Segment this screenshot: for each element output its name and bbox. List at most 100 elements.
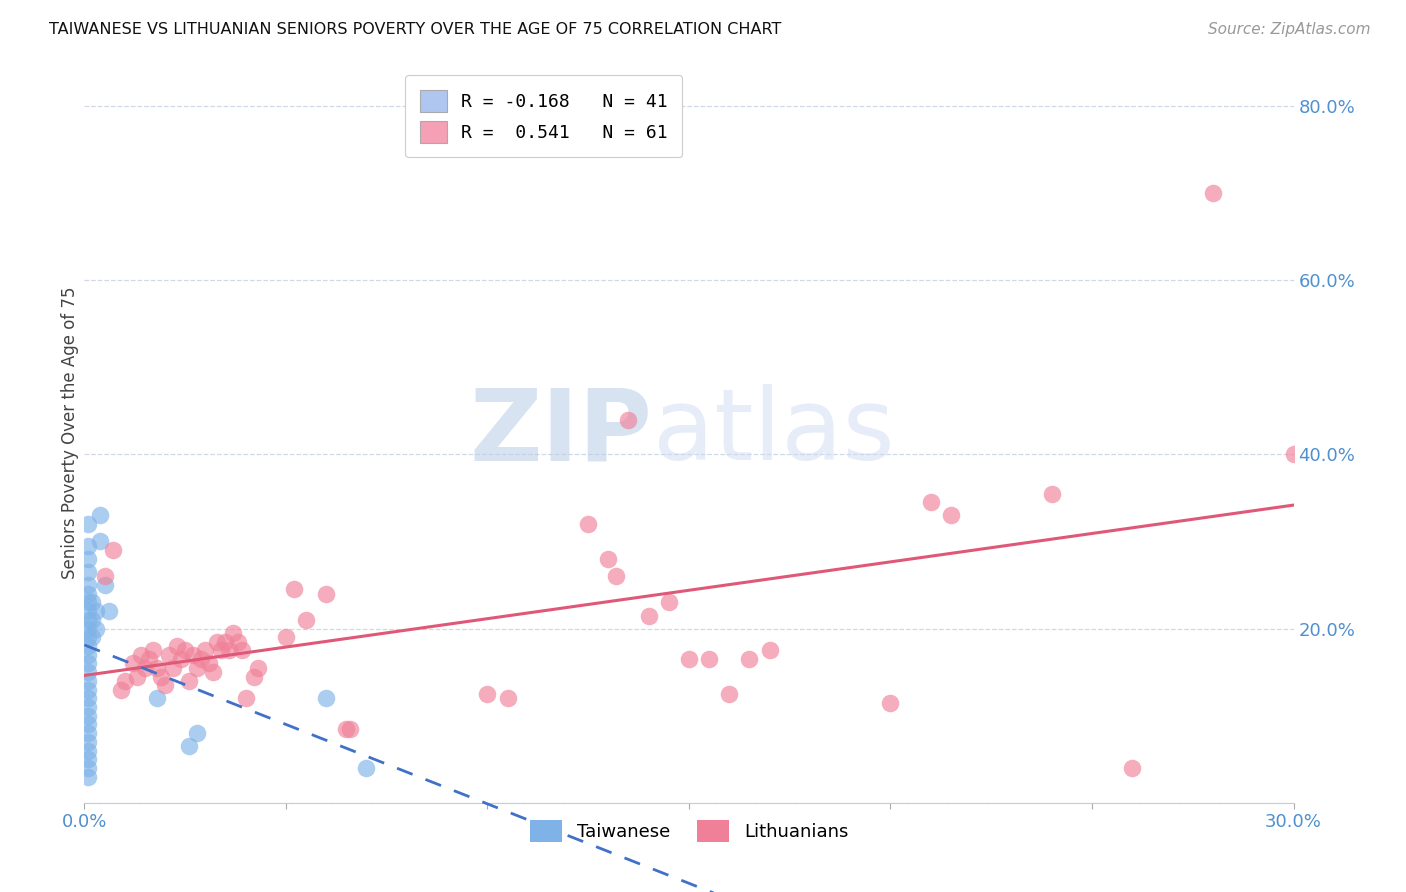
Point (496, 691, 519, 706)
Point (920, 495, 942, 509)
Point (82, 630, 104, 644)
Text: Source: ZipAtlas.com: Source: ZipAtlas.com (1208, 22, 1371, 37)
Point (125, 669, 148, 683)
Point (1040, 486, 1063, 500)
Point (246, 661, 269, 675)
Point (77, 717, 100, 731)
Point (97, 604, 120, 618)
Point (697, 652, 720, 666)
Point (77, 517, 100, 532)
Legend: Taiwanese, Lithuanians: Taiwanese, Lithuanians (523, 813, 855, 849)
Point (153, 678, 176, 692)
Point (77, 565, 100, 579)
Point (678, 652, 700, 666)
Point (146, 691, 169, 706)
Point (174, 643, 197, 657)
Point (1121, 761, 1143, 775)
Point (134, 661, 156, 675)
Point (214, 634, 236, 648)
Point (226, 634, 249, 648)
Point (77, 539, 100, 553)
Point (93, 569, 115, 583)
Point (339, 722, 361, 736)
Point (190, 652, 212, 666)
Point (576, 517, 599, 532)
Point (101, 543, 124, 558)
Point (77, 673, 100, 688)
Point (315, 691, 337, 706)
Point (77, 691, 100, 706)
Point (335, 722, 357, 736)
Point (209, 643, 232, 657)
Point (242, 669, 264, 683)
Point (939, 508, 962, 523)
Point (295, 613, 318, 627)
Point (77, 587, 100, 601)
Point (149, 669, 172, 683)
Point (138, 652, 160, 666)
Point (77, 648, 100, 662)
Point (82, 613, 104, 627)
Point (89, 534, 111, 549)
Point (235, 691, 257, 706)
Point (77, 622, 100, 636)
Point (146, 661, 169, 675)
Point (77, 761, 100, 775)
Point (356, 761, 378, 775)
Point (77, 708, 100, 723)
Point (114, 673, 136, 688)
Point (605, 569, 627, 583)
Point (110, 682, 132, 697)
Point (89, 508, 111, 523)
Point (198, 657, 221, 671)
Point (77, 770, 100, 784)
Point (758, 643, 780, 657)
Text: ZIP: ZIP (470, 384, 652, 481)
Point (218, 643, 240, 657)
Point (77, 595, 100, 609)
Point (617, 412, 640, 426)
Point (77, 752, 100, 766)
Point (1282, 447, 1305, 461)
Point (142, 643, 165, 657)
Point (179, 673, 201, 688)
Point (77, 657, 100, 671)
Point (879, 696, 901, 710)
Point (637, 608, 659, 623)
Point (129, 648, 152, 662)
Point (77, 578, 100, 592)
Point (77, 700, 100, 714)
Point (77, 604, 100, 618)
Point (738, 652, 761, 666)
Point (477, 687, 499, 701)
Y-axis label: Seniors Poverty Over the Age of 75: Seniors Poverty Over the Age of 75 (62, 286, 80, 579)
Point (93, 578, 115, 592)
Point (194, 643, 217, 657)
Text: TAIWANESE VS LITHUANIAN SENIORS POVERTY OVER THE AGE OF 75 CORRELATION CHART: TAIWANESE VS LITHUANIAN SENIORS POVERTY … (49, 22, 782, 37)
Point (162, 661, 184, 675)
Point (77, 630, 100, 644)
Point (77, 743, 100, 757)
Point (283, 582, 305, 597)
Point (231, 643, 253, 657)
Text: atlas: atlas (652, 384, 894, 481)
Point (315, 587, 337, 601)
Point (181, 648, 204, 662)
Point (207, 634, 229, 648)
Point (186, 661, 208, 675)
Point (77, 726, 100, 740)
Point (718, 687, 741, 701)
Point (658, 595, 681, 609)
Point (179, 739, 201, 754)
Point (77, 639, 100, 653)
Point (121, 657, 143, 671)
Point (222, 626, 245, 640)
Point (202, 665, 225, 680)
Point (77, 552, 100, 566)
Point (86, 604, 108, 618)
Point (86, 622, 108, 636)
Point (77, 682, 100, 697)
Point (77, 665, 100, 680)
Point (166, 639, 188, 653)
Point (157, 648, 180, 662)
